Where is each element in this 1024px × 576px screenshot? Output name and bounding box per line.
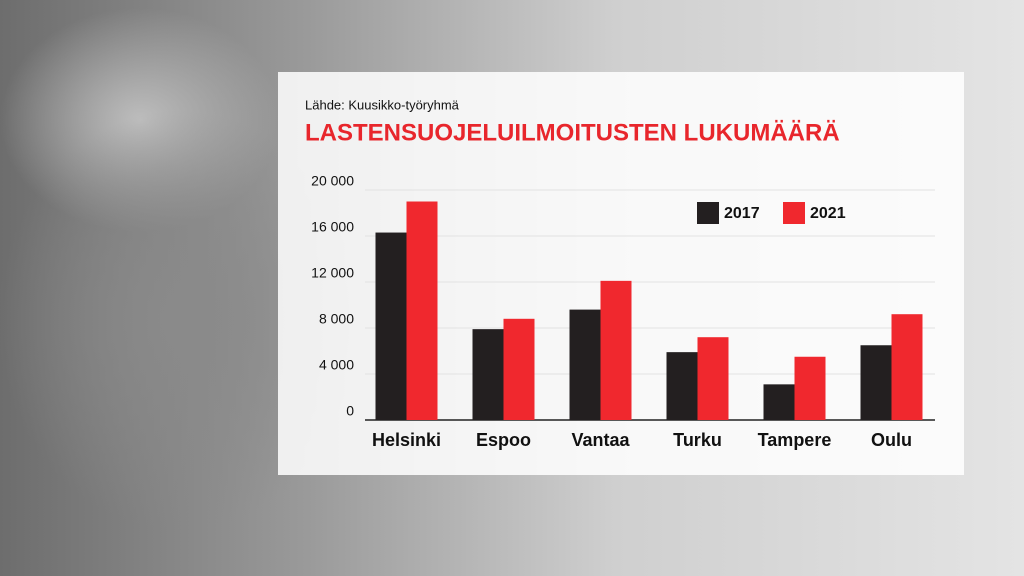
- x-tick-label: Turku: [673, 430, 722, 450]
- legend-swatch: [697, 202, 719, 224]
- x-tick-label: Helsinki: [372, 430, 441, 450]
- bar: [472, 329, 504, 420]
- bar: [860, 345, 892, 420]
- bar: [891, 314, 923, 420]
- x-tick-label: Espoo: [476, 430, 531, 450]
- y-tick-label: 8 000: [319, 311, 354, 327]
- x-tick-label: Tampere: [758, 430, 832, 450]
- y-tick-label: 4 000: [319, 357, 354, 373]
- legend-label: 2017: [724, 205, 760, 222]
- y-tick-label: 12 000: [311, 265, 354, 281]
- bar: [600, 280, 632, 420]
- y-tick-label: 20 000: [311, 173, 354, 189]
- y-tick-label: 16 000: [311, 219, 354, 235]
- bar: [666, 352, 698, 420]
- bar: [569, 309, 601, 420]
- source: Lähde: Kuusikko-työryhmä: [305, 97, 460, 112]
- chart-title: LASTENSUOJELUILMOITUSTEN LUKUMÄÄRÄ: [305, 119, 840, 146]
- bar: [794, 356, 826, 420]
- bar: [697, 337, 729, 420]
- bar: [503, 318, 535, 420]
- bar: [375, 232, 407, 420]
- y-tick-label: 0: [346, 403, 354, 419]
- legend-label: 2021: [810, 205, 846, 222]
- x-tick-label: Oulu: [871, 430, 912, 450]
- bar: [763, 384, 795, 420]
- legend-swatch: [783, 202, 805, 224]
- x-tick-label: Vantaa: [571, 430, 630, 450]
- bar: [406, 201, 438, 420]
